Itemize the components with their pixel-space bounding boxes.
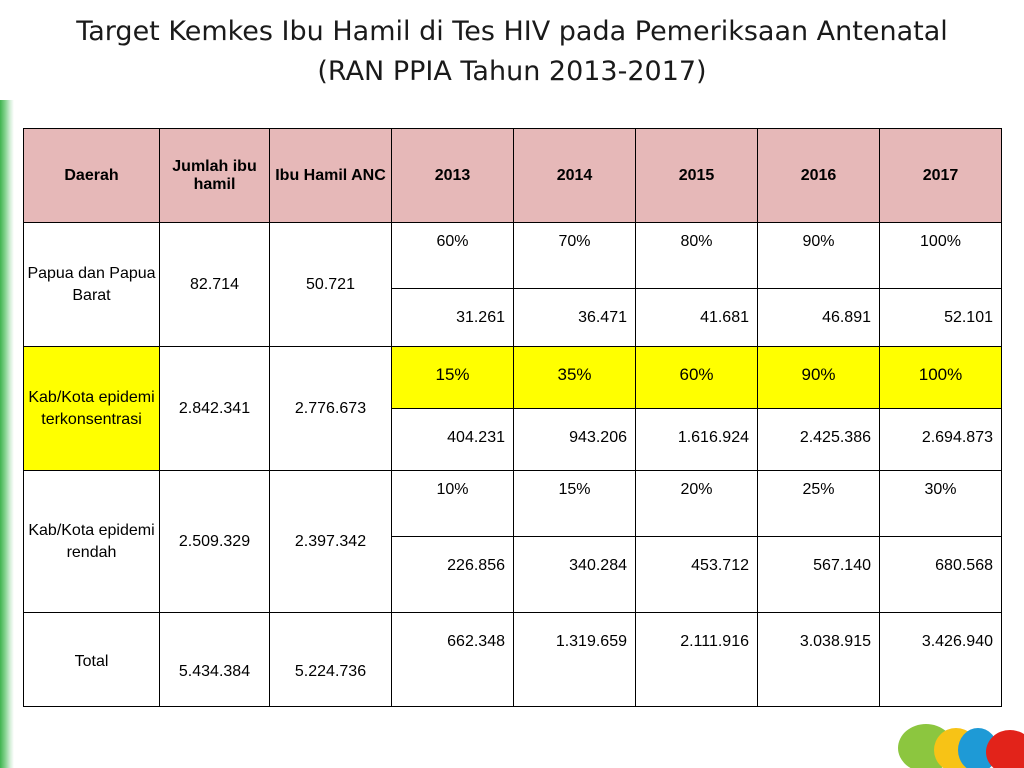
count-cell: 1.616.924 xyxy=(635,408,758,471)
left-accent-bar xyxy=(0,100,14,768)
count-cell: 680.568 xyxy=(879,536,1002,613)
table-row: 31.261 36.471 41.681 46.891 52.101 xyxy=(24,288,1002,347)
header-row: Daerah Jumlah ibu hamil Ibu Hamil ANC 20… xyxy=(23,128,1002,223)
count-cell: 2.694.873 xyxy=(879,408,1002,471)
pct-cell: 15% xyxy=(513,470,636,537)
table-row: Papua dan Papua Barat 82.714 50.721 60% … xyxy=(23,222,1002,347)
pct-cell: 20% xyxy=(635,470,758,537)
table-row: Kab/Kota epidemi terkonsentrasi 2.842.34… xyxy=(23,346,1002,471)
region-cell: Papua dan Papua Barat xyxy=(23,222,160,347)
anc-cell: 2.776.673 xyxy=(269,346,392,471)
decorative-circles-logo xyxy=(898,724,1024,768)
anc-cell: 50.721 xyxy=(269,222,392,347)
count-cell: 52.101 xyxy=(879,288,1002,347)
count-cell: 404.231 xyxy=(391,408,514,471)
table-row: 404.231 943.206 1.616.924 2.425.386 2.69… xyxy=(24,408,1002,471)
count-cell: 46.891 xyxy=(757,288,880,347)
pct-cell: 60% xyxy=(635,346,758,409)
pct-cell: 25% xyxy=(757,470,880,537)
header-year-2013: 2013 xyxy=(391,128,514,223)
count-cell: 453.712 xyxy=(635,536,758,613)
target-table: Daerah Jumlah ibu hamil Ibu Hamil ANC 20… xyxy=(23,128,1002,707)
pct-cell: 90% xyxy=(757,346,880,409)
red-circle-icon xyxy=(986,730,1024,768)
table-row: 226.856 340.284 453.712 567.140 680.568 xyxy=(24,536,1002,613)
pct-cell: 30% xyxy=(879,470,1002,537)
total-label: Total xyxy=(23,612,160,707)
header-jumlah-ibu-hamil: Jumlah ibu hamil xyxy=(159,128,270,223)
pct-cell: 15% xyxy=(391,346,514,409)
title-line-1: Target Kemkes Ibu Hamil di Tes HIV pada … xyxy=(76,16,948,47)
count-cell: 226.856 xyxy=(391,536,514,613)
jumlah-cell: 2.842.341 xyxy=(159,346,270,471)
total-count-cell: 662.348 xyxy=(391,612,514,707)
pct-cell: 35% xyxy=(513,346,636,409)
pct-cell: 10% xyxy=(391,470,514,537)
total-count-cell: 2.111.916 xyxy=(635,612,758,707)
region-cell: Kab/Kota epidemi rendah xyxy=(23,470,160,613)
header-year-2017: 2017 xyxy=(879,128,1002,223)
count-cell: 36.471 xyxy=(513,288,636,347)
anc-cell: 2.397.342 xyxy=(269,470,392,613)
pct-cell: 100% xyxy=(879,222,1002,289)
pct-cell: 80% xyxy=(635,222,758,289)
total-jumlah: 5.434.384 xyxy=(159,612,270,707)
header-ibu-hamil-anc: Ibu Hamil ANC xyxy=(269,128,392,223)
total-count-cell: 1.319.659 xyxy=(513,612,636,707)
total-count-cell: 3.426.940 xyxy=(879,612,1002,707)
header-year-2014: 2014 xyxy=(513,128,636,223)
count-cell: 31.261 xyxy=(391,288,514,347)
region-cell: Kab/Kota epidemi terkonsentrasi xyxy=(23,346,160,471)
jumlah-cell: 82.714 xyxy=(159,222,270,347)
count-cell: 2.425.386 xyxy=(757,408,880,471)
total-anc: 5.224.736 xyxy=(269,612,392,707)
slide-title: Target Kemkes Ibu Hamil di Tes HIV pada … xyxy=(0,12,1024,92)
count-cell: 340.284 xyxy=(513,536,636,613)
title-line-2: (RAN PPIA Tahun 2013-2017) xyxy=(317,56,707,87)
jumlah-cell: 2.509.329 xyxy=(159,470,270,613)
pct-cell: 70% xyxy=(513,222,636,289)
pct-cell: 100% xyxy=(879,346,1002,409)
count-cell: 943.206 xyxy=(513,408,636,471)
table-row: Kab/Kota epidemi rendah 2.509.329 2.397.… xyxy=(23,470,1002,613)
pct-cell: 60% xyxy=(391,222,514,289)
header-year-2016: 2016 xyxy=(757,128,880,223)
count-cell: 567.140 xyxy=(757,536,880,613)
header-daerah: Daerah xyxy=(23,128,160,223)
total-row: Total 5.434.384 5.224.736 662.348 1.319.… xyxy=(23,612,1002,707)
pct-cell: 90% xyxy=(757,222,880,289)
count-cell: 41.681 xyxy=(635,288,758,347)
total-count-cell: 3.038.915 xyxy=(757,612,880,707)
header-year-2015: 2015 xyxy=(635,128,758,223)
